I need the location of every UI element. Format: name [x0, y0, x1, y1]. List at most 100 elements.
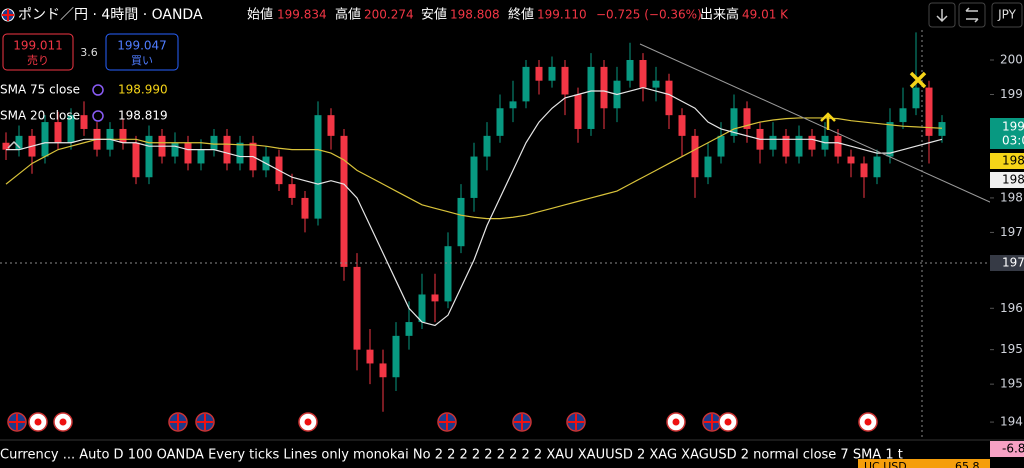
candle-body	[730, 108, 738, 136]
sma75-badge-text: 198.	[1002, 154, 1024, 168]
sma75-line	[5, 117, 943, 220]
candle-body	[704, 156, 712, 178]
currency-button[interactable]	[991, 2, 1023, 28]
other-series-name: UC USD	[864, 460, 907, 468]
buy-price: 199.047	[117, 39, 167, 53]
candle-body	[236, 142, 244, 164]
candle-body	[301, 197, 309, 219]
candle-body	[223, 135, 231, 164]
y-tick-label: 198.	[1000, 190, 1024, 204]
candle-body	[210, 135, 218, 150]
candle-body	[912, 87, 920, 109]
y-tick-label: 199.	[1000, 87, 1024, 101]
candle-body	[600, 66, 608, 109]
event-icon-cross	[9, 414, 25, 430]
candle-body	[743, 108, 751, 129]
spread: 3.6	[80, 46, 98, 59]
candle-body	[626, 60, 634, 81]
event-icon-cross	[197, 414, 213, 430]
candle-body	[769, 135, 777, 150]
event-icon-dot	[304, 418, 312, 426]
status-text: Currency ... Auto D 100 OANDA Every tick…	[0, 448, 903, 463]
candle-body	[2, 142, 10, 150]
sma20-badge-text: 198.	[1002, 173, 1024, 187]
reset-button[interactable]	[958, 2, 986, 28]
sell-price: 199.011	[13, 39, 63, 53]
candle-body	[67, 115, 75, 143]
candle-body	[795, 135, 803, 157]
buy-button[interactable]	[105, 33, 179, 71]
candle-body	[405, 322, 413, 336]
candle-body	[171, 142, 179, 157]
candle-body	[652, 80, 660, 88]
event-icon-cross	[439, 414, 455, 430]
reset-icon	[965, 7, 979, 23]
trend-line	[639, 43, 1013, 213]
candle-body	[366, 349, 374, 364]
candle-body	[340, 135, 348, 267]
other-series-badge	[858, 459, 990, 468]
change-value: −0.725 (−0.36%)	[596, 8, 702, 22]
y-tick-label: 200.	[1000, 53, 1024, 67]
close-value: 199.110	[537, 8, 587, 22]
candle-body	[834, 135, 842, 157]
candle-body	[392, 335, 400, 378]
symbol-title[interactable]: ポンド／円 · 4時間 · OANDA	[18, 7, 203, 23]
price-axis-labels: 200. 199. 198. 197. 196. 195. 195. 194.	[990, 53, 1024, 429]
candle-body	[691, 135, 699, 178]
candle-body	[665, 80, 673, 116]
price-axis	[990, 30, 1024, 440]
candle-body	[379, 363, 387, 378]
sma75-legend[interactable]: SMA 75 close	[0, 83, 80, 97]
event-icon-dot	[34, 418, 42, 426]
sell-label: 売り	[27, 54, 49, 67]
event-icon-cross	[170, 414, 186, 430]
candle-body	[717, 135, 725, 157]
plot-area	[2, 32, 946, 412]
candle-body	[561, 66, 569, 95]
collapse-legend[interactable]	[7, 140, 21, 149]
events-row	[7, 412, 878, 432]
candle-body	[314, 115, 322, 219]
candle-body	[184, 142, 192, 164]
candle-body	[522, 66, 530, 102]
candle-body	[639, 60, 647, 88]
event-icon-dot	[864, 418, 872, 426]
candle-body	[860, 163, 868, 178]
event-icon-cross	[514, 414, 530, 430]
sell-button[interactable]	[2, 33, 74, 71]
y-tick-label: 195.	[1000, 342, 1024, 356]
candle-body	[899, 108, 907, 123]
candle-body	[353, 266, 361, 350]
candle-body	[548, 66, 556, 81]
candle-body	[886, 122, 894, 157]
low-value: 198.808	[450, 8, 500, 22]
event-icon-cross	[568, 414, 584, 430]
candle-body	[145, 135, 153, 178]
x-marker	[909, 71, 927, 89]
candle-body	[782, 135, 790, 157]
candle-body	[873, 156, 881, 178]
candle-body	[431, 294, 439, 302]
y-tick-label: 194.	[1000, 415, 1024, 429]
event-icon-cross	[704, 414, 720, 430]
buy-label: 買い	[131, 54, 153, 67]
sma20-legend[interactable]: SMA 20 close	[0, 109, 80, 123]
candle-body	[457, 197, 465, 247]
candle-body	[483, 135, 491, 157]
status-bar	[0, 440, 990, 468]
event-icon-dot	[672, 418, 680, 426]
y-tick-label: 195.	[1000, 377, 1024, 391]
sma75-badge	[990, 153, 1024, 169]
event-icon-dot	[724, 418, 732, 426]
sma20-legend-value: 198.819	[118, 109, 168, 123]
sma20-legend-icon	[92, 110, 104, 122]
volume-value: 49.01 K	[742, 8, 789, 22]
line-badge-text: 197.	[1002, 256, 1024, 270]
currency: JPY	[997, 8, 1017, 22]
up-arrow	[820, 112, 836, 130]
low-label: 安値	[421, 7, 447, 23]
sma75-legend-value: 198.990	[118, 83, 168, 97]
